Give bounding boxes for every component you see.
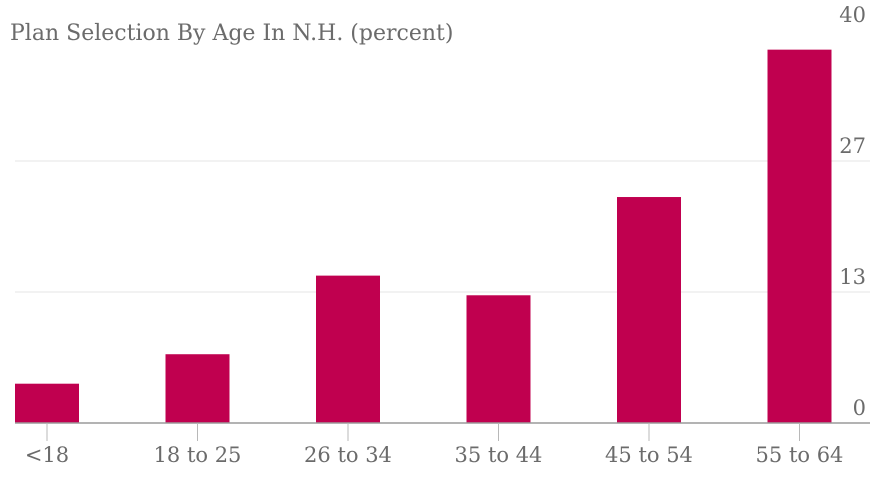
bar-2 [316, 275, 380, 423]
x-axis-ticks: <18 18 to 25 26 to 34 35 to 44 45 to 54 55 to… [25, 423, 844, 467]
bar-1 [165, 354, 230, 423]
y-tick-label-1: 13 [839, 265, 866, 289]
gridlines [15, 160, 870, 293]
x-tick-label-3: 35 to 44 [455, 443, 543, 467]
bar-4 [617, 197, 681, 423]
y-axis-tick-labels: 0 13 27 40 [839, 3, 866, 420]
x-tick-label-0: <18 [25, 443, 69, 467]
bar-0 [15, 383, 79, 423]
chart-title: Plan Selection By Age In N.H. (percent) [10, 21, 453, 46]
bars [15, 49, 832, 424]
bar-3 [466, 295, 531, 423]
y-tick-label-2: 27 [839, 134, 866, 158]
x-tick-label-4: 45 to 54 [605, 443, 693, 467]
bar-5 [767, 49, 832, 424]
x-tick-label-5: 55 to 64 [756, 443, 844, 467]
y-tick-label-3: 40 [839, 3, 866, 27]
x-tick-label-2: 26 to 34 [304, 443, 392, 467]
x-tick-label-1: 18 to 25 [154, 443, 242, 467]
y-tick-label-0: 0 [853, 396, 866, 420]
